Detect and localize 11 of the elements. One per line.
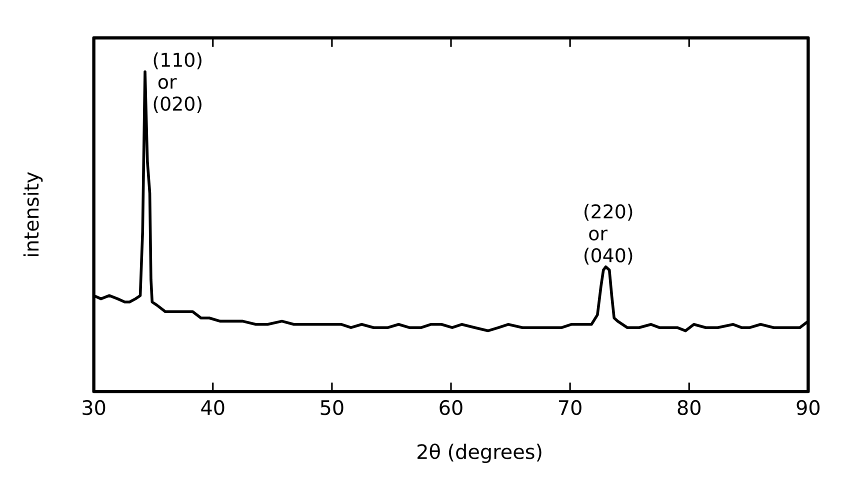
annotation: (110) or (020): [154, 52, 202, 113]
annotation: (220) or (040): [584, 204, 632, 265]
x-tick-label: 30: [82, 400, 106, 416]
x-tick-label: 40: [201, 400, 224, 416]
x-axis-title: 2θ (degrees): [418, 444, 542, 463]
x-tick-label: 60: [440, 400, 462, 416]
y-axis-title: intensity: [23, 172, 43, 256]
x-tick-label: 90: [796, 400, 820, 416]
x-tick-label: 70: [559, 400, 582, 416]
x-tick-label: 80: [678, 400, 700, 416]
x-tick-label: 50: [320, 400, 344, 416]
